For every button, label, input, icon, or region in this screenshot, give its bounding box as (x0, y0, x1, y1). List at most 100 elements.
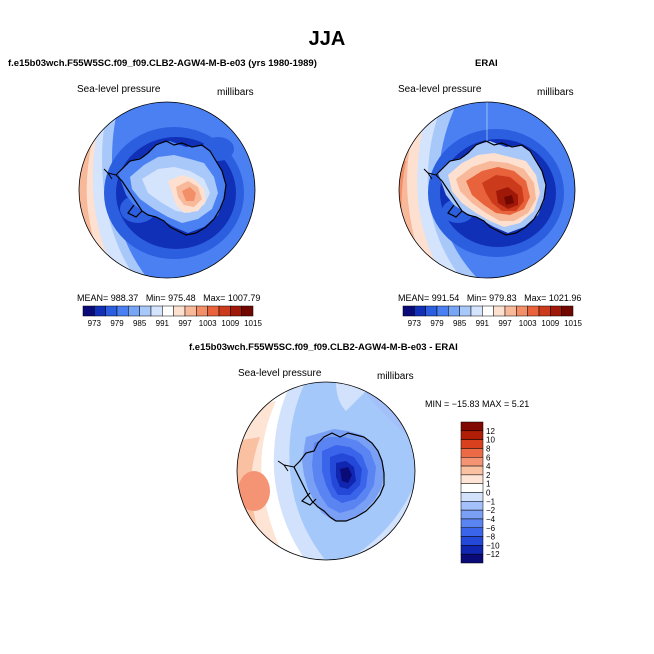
obs-stats: MEAN= 991.54 Min= 979.83 Max= 1021.96 (398, 293, 581, 303)
model-colorbar-tick-label: 1009 (221, 319, 239, 328)
diff-colorbar-swatch (460, 553, 484, 564)
model-colorbar-swatch (230, 305, 242, 317)
model-stats: MEAN= 988.37 Min= 975.48 Max= 1007.79 (77, 293, 260, 303)
obs-colorbar-tick-label: 997 (498, 319, 512, 328)
model-units-label: millibars (217, 87, 254, 98)
obs-mean: MEAN= 991.54 (398, 293, 460, 303)
model-colorbar (82, 305, 254, 317)
obs-min: Min= 979.83 (466, 293, 517, 303)
obs-colorbar-swatch (448, 305, 460, 317)
obs-colorbar-tick-label: 979 (430, 319, 444, 328)
obs-colorbar-swatch (459, 305, 472, 317)
diff-colorbar-swatch (460, 518, 484, 528)
model-colorbar-swatch (162, 305, 174, 317)
model-colorbar-swatch (105, 305, 118, 317)
obs-colorbar-swatch (436, 305, 449, 317)
obs-colorbar-swatch (482, 305, 494, 317)
model-colorbar-tick-label: 1003 (199, 319, 217, 328)
obs-colorbar-tick-label: 985 (453, 319, 467, 328)
obs-variable-label: Sea-level pressure (398, 84, 482, 95)
model-mean: MEAN= 988.37 (77, 293, 139, 303)
obs-colorbar-swatch (561, 305, 574, 317)
obs-colorbar (402, 305, 574, 317)
model-colorbar-tick-label: 973 (88, 319, 102, 328)
diff-colorbar-tick-label: −10 (486, 541, 500, 550)
diff-colorbar-tick-label: 10 (486, 436, 495, 445)
model-colorbar-swatch (82, 305, 95, 317)
diff-colorbar-tick-label: −1 (486, 497, 496, 506)
diff-colorbar-tick-label: −12 (486, 550, 500, 559)
diff-colorbar-swatch (460, 527, 484, 537)
diff-colorbar-swatch (460, 492, 484, 502)
model-colorbar-swatch (139, 305, 152, 317)
obs-colorbar-tick-label: 973 (408, 319, 422, 328)
obs-max: Max= 1021.96 (524, 293, 582, 303)
diff-colorbar-swatch (460, 448, 484, 458)
diff-colorbar-tick-label: 8 (486, 444, 491, 453)
model-colorbar-swatch (94, 305, 106, 317)
model-variable-label: Sea-level pressure (77, 84, 161, 95)
model-colorbar-tick-label: 991 (156, 319, 170, 328)
obs-colorbar-swatch (414, 305, 426, 317)
diff-colorbar-swatch (460, 509, 484, 520)
diff-colorbar-swatch (460, 430, 484, 440)
model-colorbar-tick-label: 979 (110, 319, 124, 328)
model-colorbar-swatch (241, 305, 254, 317)
model-colorbar-swatch (116, 305, 129, 317)
diff-colorbar-swatch (460, 465, 484, 476)
obs-colorbar-swatch (527, 305, 540, 317)
diff-colorbar-swatch (460, 457, 484, 467)
diff-colorbar-swatch (460, 483, 484, 493)
diff-colorbar-tick-label: −6 (486, 524, 496, 533)
model-panel-title: f.e15b03wch.F55W5SC.f09_f09.CLB2-AGW4-M-… (8, 58, 317, 69)
model-colorbar-swatch (150, 305, 163, 317)
diff-colorbar-tick-label: 0 (486, 489, 491, 498)
diff-variable-label: Sea-level pressure (238, 368, 322, 379)
obs-colorbar-tick-label: 991 (476, 319, 490, 328)
model-colorbar-swatch (207, 305, 220, 317)
model-colorbar-tick-label: 985 (133, 319, 147, 328)
model-colorbar-swatch (196, 305, 208, 317)
diff-colorbar-tick-label: −8 (486, 533, 496, 542)
obs-colorbar-swatch (504, 305, 517, 317)
diff-colorbar-tick-label: 12 (486, 427, 495, 436)
model-colorbar-swatch (128, 305, 140, 317)
obs-panel-title: ERAI (475, 58, 498, 69)
obs-colorbar-tick-label: 1009 (541, 319, 559, 328)
diff-panel-title: f.e15b03wch.F55W5SC.f09_f09.CLB2-AGW4-M-… (189, 342, 458, 353)
model-colorbar-swatch (173, 305, 186, 317)
diff-colorbar-tick-label: 1 (486, 480, 491, 489)
diff-colorbar-tick-label: 6 (486, 453, 491, 462)
obs-colorbar-swatch (493, 305, 506, 317)
diff-colorbar-swatch (460, 501, 484, 511)
model-max: Max= 1007.79 (203, 293, 261, 303)
obs-colorbar-swatch (402, 305, 415, 317)
model-colorbar-ticks: 973 979 985 991 997 1003 1009 1015 (88, 319, 263, 328)
obs-colorbar-swatch (425, 305, 438, 317)
model-colorbar-tick-label: 997 (178, 319, 192, 328)
obs-map (398, 101, 576, 279)
diff-colorbar-tick-label: 2 (486, 471, 491, 480)
model-colorbar-swatch (184, 305, 197, 317)
model-colorbar-tick-label: 1015 (244, 319, 262, 328)
diff-colorbar-swatch (460, 439, 484, 449)
diff-colorbar (460, 421, 484, 564)
diff-map (236, 381, 416, 561)
model-colorbar-swatch (218, 305, 231, 317)
diff-colorbar-swatch (460, 545, 484, 555)
obs-colorbar-tick-label: 1015 (564, 319, 582, 328)
diff-units-label: millibars (377, 371, 414, 382)
diff-colorbar-swatch (460, 474, 484, 484)
model-map (78, 101, 256, 279)
obs-colorbar-swatch (550, 305, 562, 317)
diff-colorbar-tick-label: −2 (486, 506, 496, 515)
obs-colorbar-swatch (470, 305, 483, 317)
figure-title: JJA (308, 28, 346, 50)
obs-colorbar-swatch (538, 305, 551, 317)
model-min: Min= 975.48 (145, 293, 196, 303)
diff-colorbar-swatch (460, 536, 484, 546)
obs-units-label: millibars (537, 87, 574, 98)
obs-colorbar-swatch (516, 305, 528, 317)
diff-colorbar-tick-label: 4 (486, 462, 491, 471)
